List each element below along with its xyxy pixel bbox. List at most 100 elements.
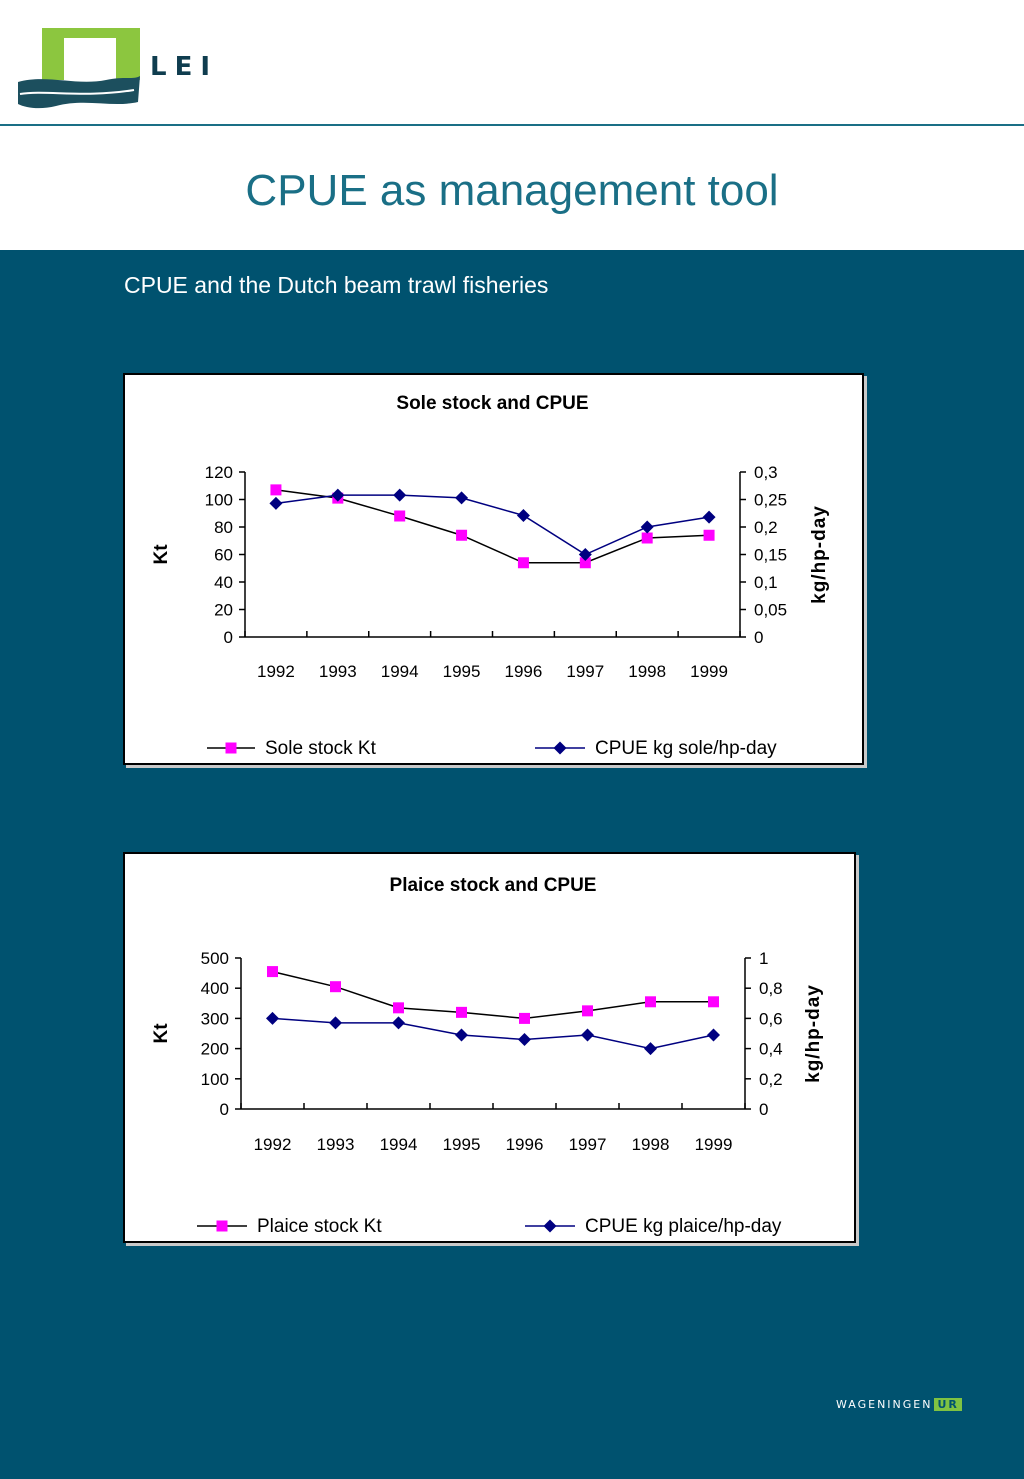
y-tick-label-right: 0 — [759, 1100, 768, 1119]
data-point-diamond — [392, 1016, 405, 1030]
y-tick-label-right: 0,6 — [759, 1009, 783, 1028]
data-point-diamond — [331, 488, 345, 502]
data-point-square — [393, 1002, 404, 1014]
data-point-square — [456, 1006, 467, 1018]
series-line — [275, 489, 710, 564]
x-tick-label: 1998 — [628, 662, 666, 681]
data-point-square — [519, 1012, 530, 1024]
data-point-square — [645, 996, 656, 1008]
y-tick-label-left: 80 — [214, 518, 233, 537]
y-tick-label-right: 0 — [754, 628, 763, 647]
footer-brand: WAGENINGEN — [836, 1398, 933, 1411]
wageningen-ur-logo: WAGENINGEN UR — [836, 1398, 962, 1411]
data-point-square — [708, 996, 719, 1008]
header-divider — [0, 124, 1024, 126]
y-tick-label-right: 0,8 — [759, 979, 783, 998]
series-line — [275, 494, 710, 556]
x-tick-label: 1993 — [317, 1135, 355, 1154]
y-tick-label-right: 0,25 — [754, 491, 787, 510]
legend-label: CPUE kg sole/hp-day — [595, 738, 777, 759]
x-tick-label: 1995 — [443, 1135, 481, 1154]
sole-chart: Sole stock and CPUE 0 20 40 60 80 100 120 0 0,05 0… — [151, 393, 830, 759]
data-point-diamond — [707, 1028, 720, 1042]
y-tick-label-left: 100 — [201, 1070, 229, 1089]
x-tick-label: 1997 — [566, 662, 604, 681]
plaice-chart: Plaice stock and CPUE 0 100 200 300 400 500 0 0,… — [151, 875, 824, 1237]
data-point-square — [703, 529, 715, 541]
x-tick-label: 1993 — [319, 662, 357, 681]
x-tick-label: 1996 — [505, 662, 543, 681]
data-point-square — [330, 981, 341, 993]
data-point-diamond — [640, 520, 654, 534]
header: LEI CPUE as management tool — [0, 0, 1024, 250]
data-point-square — [394, 510, 406, 522]
legend-marker-diamond — [543, 1219, 557, 1233]
y-tick-label-right: 0,4 — [759, 1040, 783, 1059]
data-point-square — [270, 484, 282, 496]
legend-marker-diamond — [553, 741, 567, 755]
data-point-square — [267, 966, 278, 978]
data-point-square — [641, 532, 653, 544]
data-point-diamond — [578, 548, 592, 561]
legend-marker-square — [216, 1220, 228, 1232]
data-point-diamond — [581, 1028, 594, 1042]
x-tick-label: 1999 — [690, 662, 728, 681]
data-point-diamond — [702, 510, 716, 524]
x-tick-label: 1997 — [569, 1135, 607, 1154]
main-panel: CPUE and the Dutch beam trawl fisheries … — [0, 250, 1024, 1479]
plaice-chart-panel: Plaice stock and CPUE 0 100 200 300 400 500 0 0,… — [123, 852, 856, 1243]
y-tick-label-left: 100 — [205, 491, 233, 510]
footer-brand-suffix: UR — [934, 1398, 962, 1411]
y-axis-title-left: Kt — [151, 544, 172, 565]
slide-subtitle: CPUE and the Dutch beam trawl fisheries — [124, 272, 549, 298]
x-tick-label: 1994 — [380, 1135, 418, 1154]
legend-label: Sole stock Kt — [265, 738, 377, 759]
lei-logo — [18, 28, 140, 109]
chart-title: Sole stock and CPUE — [396, 393, 588, 414]
y-tick-label-left: 200 — [201, 1040, 229, 1059]
legend-marker-square — [225, 742, 237, 754]
series-line — [272, 1017, 714, 1050]
x-tick-label: 1996 — [506, 1135, 544, 1154]
chart-title: Plaice stock and CPUE — [390, 875, 597, 896]
logo-wave — [18, 76, 140, 109]
y-tick-label-left: 20 — [214, 601, 233, 620]
legend-label: CPUE kg plaice/hp-day — [585, 1216, 782, 1237]
y-tick-label-right: 0,05 — [754, 601, 787, 620]
data-point-diamond — [455, 1028, 468, 1042]
y-tick-label-left: 0 — [224, 628, 233, 647]
y-tick-label-left: 0 — [220, 1100, 229, 1119]
y-tick-label-left: 500 — [201, 949, 229, 968]
y-tick-label-right: 1 — [759, 949, 768, 968]
y-tick-label-left: 120 — [205, 463, 233, 482]
y-tick-label-right: 0,3 — [754, 463, 778, 482]
data-point-diamond — [516, 508, 530, 522]
data-point-diamond — [329, 1016, 342, 1030]
x-tick-label: 1992 — [254, 1135, 292, 1154]
y-tick-label-left: 300 — [201, 1009, 229, 1028]
y-tick-label-right: 0,15 — [754, 546, 787, 565]
y-tick-label-left: 400 — [201, 979, 229, 998]
y-axis-title-right: kg/hp-day — [803, 984, 824, 1083]
y-axis-title-right: kg/hp-day — [809, 505, 830, 604]
data-point-diamond — [269, 496, 283, 510]
logo-white-gap — [64, 38, 116, 88]
data-point-diamond — [266, 1011, 279, 1025]
data-point-diamond — [393, 488, 407, 502]
y-tick-label-left: 40 — [214, 573, 233, 592]
y-axis-title-left: Kt — [151, 1023, 172, 1044]
page-title: CPUE as management tool — [245, 166, 779, 215]
x-tick-label: 1998 — [632, 1135, 670, 1154]
data-point-square — [456, 529, 468, 541]
data-point-square — [582, 1005, 593, 1017]
y-tick-label-left: 60 — [214, 546, 233, 565]
x-tick-label: 1992 — [257, 662, 295, 681]
series-line — [272, 970, 714, 1020]
data-point-square — [579, 557, 591, 569]
y-tick-label-right: 0,2 — [754, 518, 778, 537]
sole-chart-panel: Sole stock and CPUE 0 20 40 60 80 100 120 0 0,05 0… — [123, 373, 864, 765]
legend-label: Plaice stock Kt — [257, 1216, 382, 1237]
logo-text: LEI — [150, 52, 219, 82]
data-point-diamond — [644, 1042, 657, 1056]
data-point-square — [517, 557, 529, 569]
